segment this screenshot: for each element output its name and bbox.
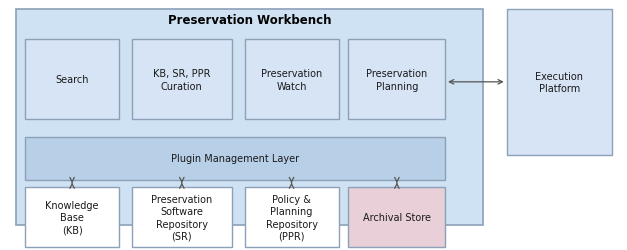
Text: Search: Search — [55, 75, 89, 85]
FancyBboxPatch shape — [25, 138, 445, 180]
FancyBboxPatch shape — [132, 40, 232, 120]
FancyBboxPatch shape — [348, 40, 445, 120]
FancyBboxPatch shape — [245, 188, 339, 248]
FancyBboxPatch shape — [245, 40, 339, 120]
Text: Preservation
Planning: Preservation Planning — [366, 69, 428, 91]
Text: Preservation
Watch: Preservation Watch — [261, 69, 322, 91]
FancyBboxPatch shape — [132, 188, 232, 248]
Text: Plugin Management Layer: Plugin Management Layer — [171, 154, 299, 164]
FancyBboxPatch shape — [25, 40, 119, 120]
Text: Execution
Platform: Execution Platform — [535, 71, 583, 94]
FancyBboxPatch shape — [16, 10, 483, 225]
Text: Knowledge
Base
(KB): Knowledge Base (KB) — [45, 200, 99, 235]
Text: Archival Store: Archival Store — [363, 212, 431, 222]
Text: Preservation Workbench: Preservation Workbench — [168, 14, 331, 26]
Text: Policy &
Planning
Repository
(PPR): Policy & Planning Repository (PPR) — [266, 194, 317, 241]
FancyBboxPatch shape — [25, 188, 119, 248]
Text: KB, SR, PPR
Curation: KB, SR, PPR Curation — [153, 69, 211, 91]
FancyBboxPatch shape — [348, 188, 445, 248]
FancyBboxPatch shape — [507, 10, 612, 155]
Text: Preservation
Software
Repository
(SR): Preservation Software Repository (SR) — [151, 194, 213, 241]
